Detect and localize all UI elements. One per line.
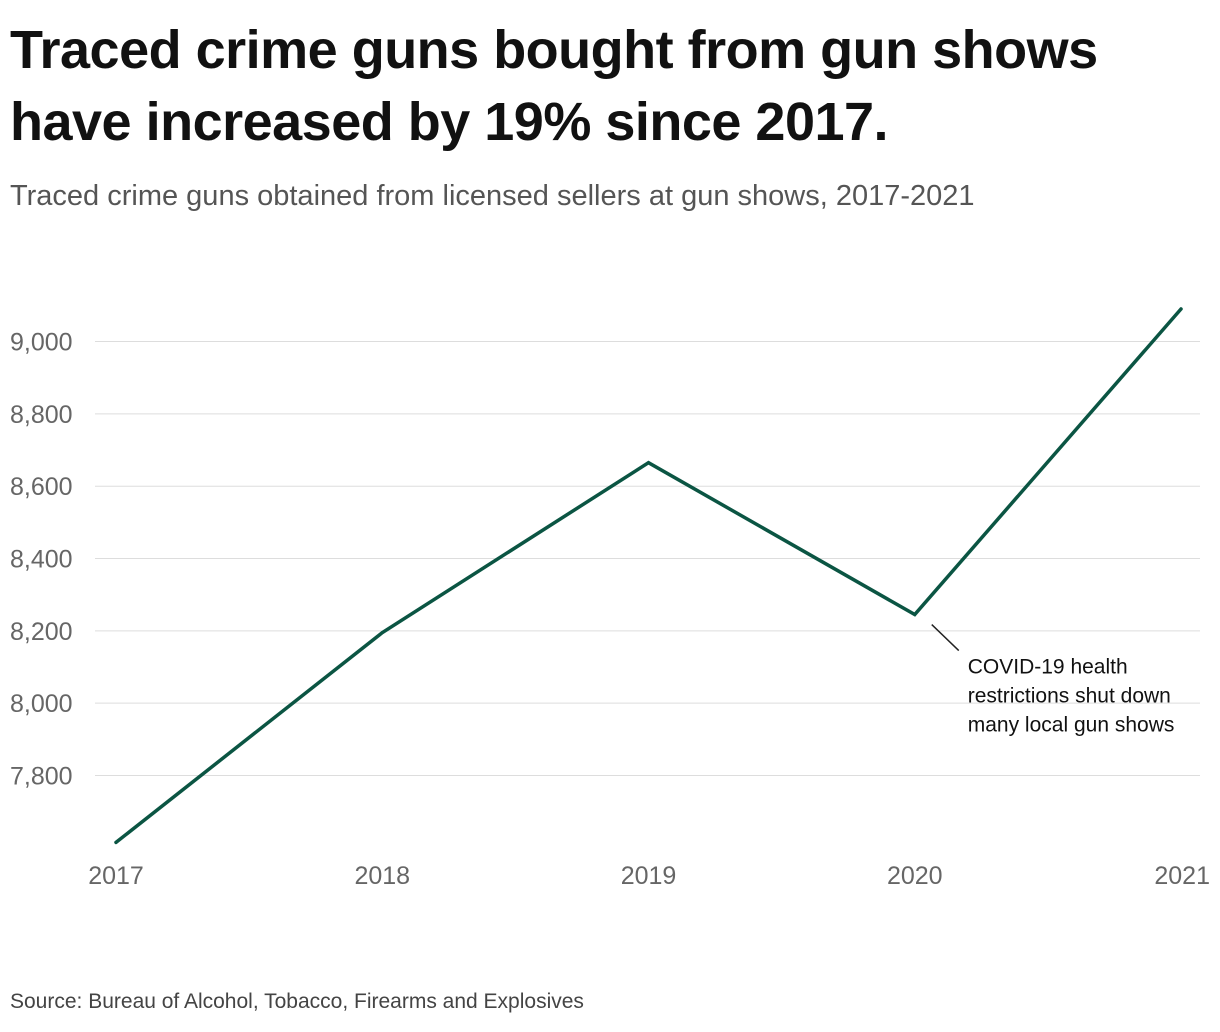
x-tick-label-2018: 2018 [354,862,410,890]
y-tick-label-8600: 8,600 [10,473,73,501]
x-tick-label-2020: 2020 [887,862,943,890]
chart-subtitle: Traced crime guns obtained from licensed… [10,180,975,212]
y-axis-ticks: 7,800 8,000 8,200 8,400 8,600 8,800 9,000 [10,329,73,791]
annotation-leader-line [931,624,960,652]
gridlines [95,341,1200,776]
x-axis-ticks: 2017 2018 2019 2020 2021 [88,862,1210,890]
data-point-2021 [1179,307,1183,311]
annotation-line-2: restrictions shut down [968,685,1171,708]
x-tick-label-2017: 2017 [88,862,144,890]
x-tick-label-2019: 2019 [621,862,677,890]
y-tick-label-8800: 8,800 [10,401,73,429]
data-point-2018 [380,631,384,635]
y-tick-label-8200: 8,200 [10,618,73,646]
series-line-0 [114,307,1183,845]
source-note: Source: Bureau of Alcohol, Tobacco, Fire… [10,990,584,1013]
chart-title: Traced crime guns bought from gun shows … [10,20,1098,152]
data-point-2020 [913,613,917,617]
data-point-2019 [647,461,650,465]
annotation-line-3: many local gun shows [968,714,1175,737]
y-tick-label-7800: 7,800 [10,762,73,790]
data-point-2017 [114,840,118,844]
y-tick-label-9000: 9,000 [10,329,73,357]
y-tick-label-8400: 8,400 [10,546,73,574]
x-tick-label-2021: 2021 [1154,862,1210,890]
y-tick-label-8000: 8,000 [10,690,73,718]
annotation-line-1: COVID-19 health [968,656,1128,679]
annotation-group: COVID-19 health restrictions shut down man… [931,624,1175,737]
series-group [114,307,1183,845]
